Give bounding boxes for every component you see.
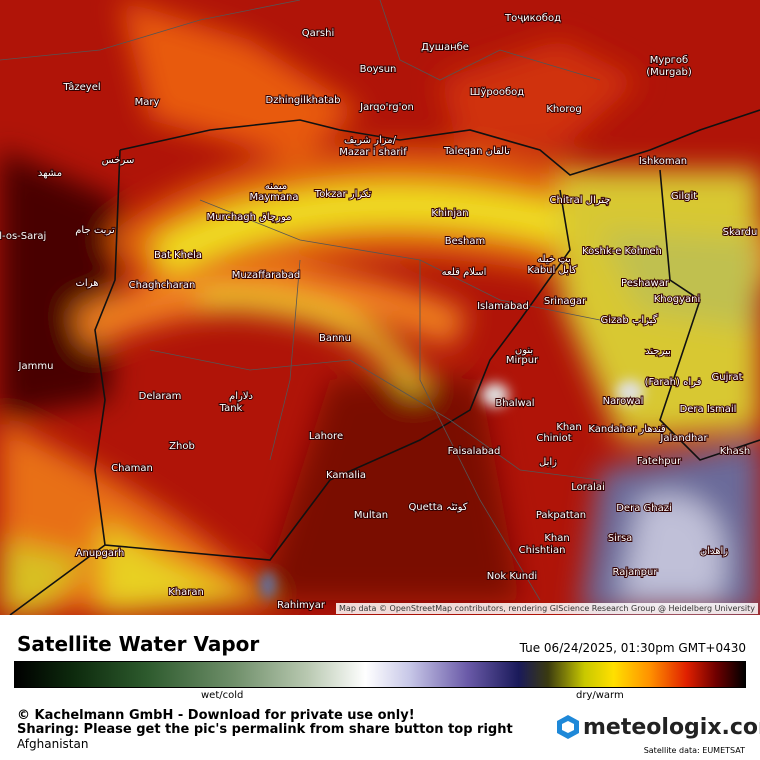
place-label: Zhob [169, 441, 195, 452]
copyright: © Kachelmann GmbH - Download for private… [17, 708, 415, 723]
sharing-note: Sharing: Please get the pic's permalink … [17, 722, 513, 737]
place-label: Maymana [249, 192, 298, 203]
place-label: Narowal [603, 396, 644, 407]
place-label: Bhalwal [495, 398, 534, 409]
place-label: Gujrat [711, 372, 742, 383]
place-label: Islamabad [477, 301, 529, 312]
place-label: Tâzeyel [62, 81, 100, 93]
place-label: Kharan [168, 587, 204, 598]
place-label: Bannu [319, 333, 351, 344]
place-label: Chaman [111, 463, 153, 474]
place-label: Khogyani [654, 294, 701, 305]
brand-logo[interactable]: meteologix.com [556, 714, 760, 740]
region: Afghanistan [17, 737, 89, 751]
place-label: Skardu [723, 227, 758, 238]
place-label: Khan [544, 533, 569, 544]
place-label: Tank [219, 403, 243, 414]
place-label: Qarshi [302, 28, 334, 39]
place-label: هرات [76, 278, 99, 289]
place-label: (Farah) فراه [645, 377, 702, 388]
place-label: Тоҷикобод [504, 13, 561, 24]
place-label: Khan [556, 422, 581, 433]
brand-icon [557, 715, 579, 739]
place-label: Mary [135, 97, 160, 108]
place-label: Khorog [546, 104, 581, 115]
place-label: Kandahar قندهار [588, 424, 666, 435]
place-label: Muzaffarabad [232, 270, 300, 281]
place-label: اسلام قلعه [442, 267, 487, 278]
place-label: Kabul کابل [527, 265, 577, 276]
low-label: wet/cold [201, 690, 244, 701]
place-label: Jalandhar [659, 433, 708, 444]
place-label: Taleqan تالقان [443, 146, 510, 157]
place-label: زاهدان [700, 546, 728, 557]
place-label: Jammu [18, 361, 54, 372]
place-label: بټ خیله [537, 254, 571, 265]
place-label: Lahore [309, 431, 343, 442]
place-label: Loralai [571, 482, 604, 493]
place-label: Koshk-e Kohneh [582, 246, 662, 257]
place-label: Murchagh مورچاق [206, 212, 291, 223]
place-label: Anupgarh [76, 548, 125, 559]
place-label: Mazar i sharif [339, 147, 407, 158]
place-label: Delaram [139, 391, 182, 402]
place-label: Pakpattan [536, 510, 586, 521]
place-label: تربت جام [75, 225, 115, 236]
timestamp: Tue 06/24/2025, 01:30pm GMT+0430 [519, 641, 746, 655]
place-label: Gizab گیزاب [601, 314, 658, 326]
place-label: Kamalia [326, 470, 366, 481]
place-label: Ishkoman [639, 156, 687, 167]
place-label: Bat Khela [154, 250, 202, 261]
place-label: Rahimyar [277, 600, 326, 611]
place-label: Multan [354, 510, 388, 521]
place-label: Chishtian [519, 545, 566, 556]
place-label: Jabal-os-Saraj [0, 231, 46, 242]
place-label: Khash [720, 446, 751, 457]
place-label: بیرجند [645, 346, 671, 357]
place-label: Chitral چترال [550, 195, 611, 206]
place-label: Srinagar [544, 296, 587, 307]
data-source: Satellite data: EUMETSAT [643, 746, 745, 755]
place-label: سرخس [102, 155, 135, 166]
legend-title: Satellite Water Vapor [17, 632, 260, 656]
place-label: مزار شریف/ [344, 135, 397, 146]
place-label: Chaghcharan [129, 280, 196, 291]
place-label: Khinjan [431, 208, 468, 219]
place-label: Chiniot [536, 433, 571, 444]
place-label: Dera Ghazi [616, 503, 672, 514]
place-label: Mirpur [506, 355, 539, 366]
place-label: میمنه [265, 181, 288, 192]
place-label: Jarqo'rg'on [359, 102, 414, 113]
place-label: Boysun [360, 64, 397, 75]
brand-name: meteologix.com [583, 714, 760, 740]
place-label: Мургоб [650, 55, 688, 66]
place-label: زابل [539, 457, 557, 468]
place-label: Sirsa [608, 533, 633, 544]
place-label: Rajanpur [613, 567, 659, 578]
place-label: Quetta کوئٹہ [408, 502, 467, 513]
place-label: Dzhingilkhatab [266, 95, 341, 106]
place-label: دلارام [229, 391, 253, 402]
place-label: Душанбе [421, 42, 469, 53]
satellite-map: Qarshi Душанбе Тоҷикобод Boysun Мургоб(Murga… [0, 0, 760, 615]
place-label: (Murgab) [646, 67, 692, 78]
place-label: Nok Kundi [487, 571, 537, 582]
color-scale [14, 661, 746, 688]
place-label: Faisalabad [448, 446, 501, 457]
place-label: بنوں [515, 345, 533, 356]
place-label: Dera Ismail [680, 404, 737, 415]
map-attribution: Map data © OpenStreetMap contributors, r… [336, 603, 758, 614]
place-label: Gilgit [671, 191, 697, 202]
place-label: Besham [445, 236, 485, 247]
high-label: dry/warm [576, 690, 624, 701]
place-label: Fatehpur [637, 456, 682, 467]
place-label: Шўрообод [470, 86, 524, 98]
place-label: مشهد [38, 168, 62, 179]
place-label: Tokzar تکزار [314, 189, 372, 200]
place-label: Peshawar [621, 278, 670, 289]
